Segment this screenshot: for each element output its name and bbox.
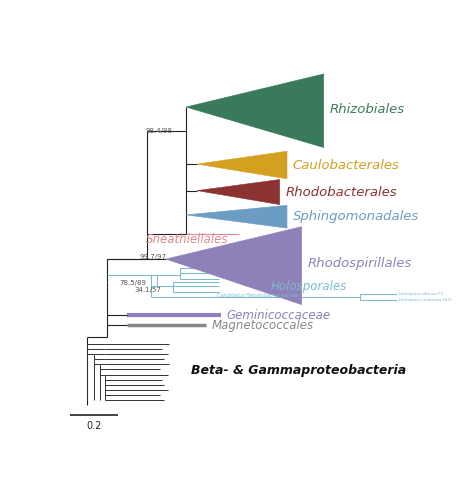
Polygon shape [166, 227, 301, 304]
Text: Candidatus Hepatobacter parvea: Candidatus Hepatobacter parvea [217, 293, 298, 298]
Text: Sneathiellales: Sneathiellales [146, 233, 228, 247]
Polygon shape [186, 74, 324, 148]
Polygon shape [197, 180, 280, 205]
Text: 0.2: 0.2 [86, 421, 102, 431]
Text: Sphingomonadales: Sphingomonadales [292, 210, 419, 223]
Text: Holospora undulata HU1: Holospora undulata HU1 [399, 298, 452, 302]
Text: 78.5/89: 78.5/89 [120, 280, 147, 286]
Text: Rhodobacterales: Rhodobacterales [285, 185, 397, 198]
Text: 99.7/97: 99.7/97 [139, 254, 166, 260]
Text: Rhodospirillales: Rhodospirillales [307, 257, 411, 270]
Text: 98.4/98: 98.4/98 [145, 128, 172, 134]
Text: Holosporales: Holosporales [271, 280, 346, 293]
Text: Holospora obtusa F1: Holospora obtusa F1 [399, 292, 444, 296]
Text: Beta- & Gammaproteobacteria: Beta- & Gammaproteobacteria [191, 364, 407, 378]
Text: Caulobacterales: Caulobacterales [292, 159, 400, 172]
Text: 34.1/57: 34.1/57 [135, 287, 162, 293]
Text: Magnetococcales: Magnetococcales [212, 319, 314, 332]
Text: Rhizobiales: Rhizobiales [329, 103, 404, 116]
Polygon shape [197, 151, 287, 179]
Text: Geminicoccaceae: Geminicoccaceae [227, 308, 330, 322]
Polygon shape [186, 206, 287, 228]
